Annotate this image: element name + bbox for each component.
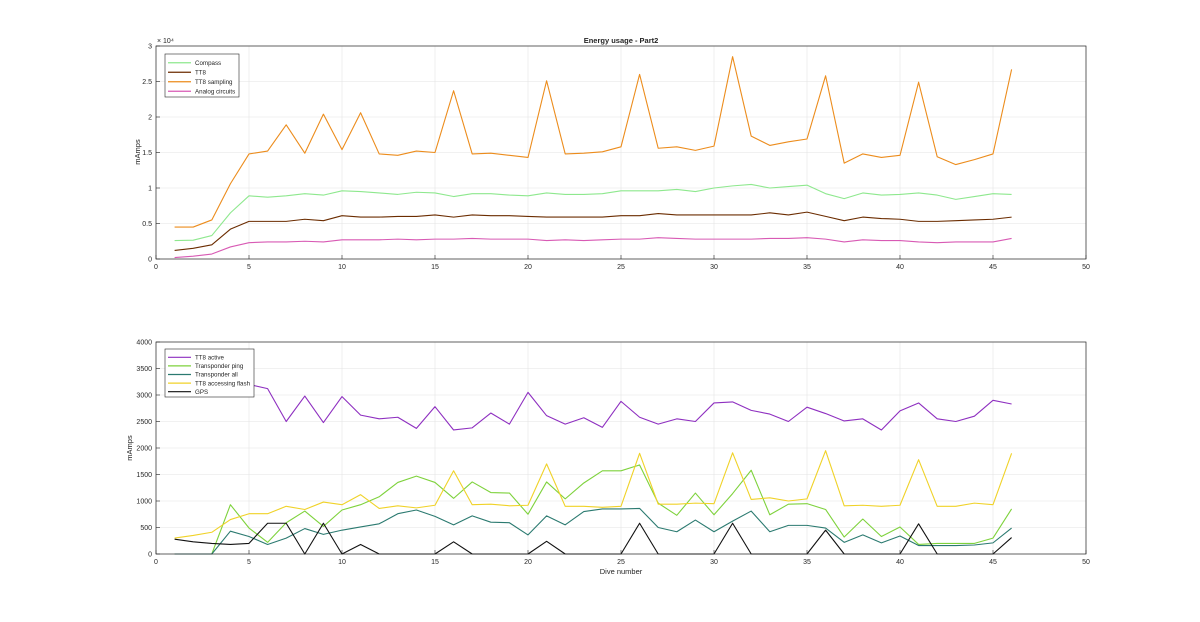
top-ticks: 0 5 10 15 20 25 30 35 40 45 50 0 0.5 1 1.5 2 2.5 3 xyxy=(142,44,1090,272)
x-tick-label: 35 xyxy=(803,264,811,271)
x-tick-label: 25 xyxy=(617,559,625,566)
legend-label: Transponder ping xyxy=(195,363,244,370)
x-tick-label: 15 xyxy=(431,264,439,271)
top-legend: Compass TT8 TT8 sampling Analog circuits xyxy=(164,53,240,98)
x-tick-label: 0 xyxy=(154,264,158,271)
legend-label: Analog circuits xyxy=(195,88,235,95)
series-line-transponder-all xyxy=(174,507,1012,555)
y-tick-label: 2 xyxy=(148,115,152,122)
top-chart-title: Energy usage - Part2 xyxy=(584,36,659,45)
y-tick-label: 3000 xyxy=(136,393,152,400)
x-tick-label: 25 xyxy=(617,264,625,271)
y-tick-label: 3500 xyxy=(136,366,152,373)
top-series-lines xyxy=(174,56,1013,259)
series-line-tt8-active xyxy=(174,370,1012,431)
x-tick-label: 10 xyxy=(338,264,346,271)
legend-label: TT8 sampling xyxy=(195,79,233,86)
y-tick-label: 2000 xyxy=(136,446,152,453)
series-line-tt8-sampling xyxy=(174,56,1013,228)
bottom-axes: 0 5 10 15 20 25 30 35 40 45 5005001000150020002500… xyxy=(125,340,1090,577)
bottom-ticks: 0 5 10 15 20 25 30 35 40 45 5005001000150020002500… xyxy=(136,340,1090,567)
legend-label: TT8 accessing flash xyxy=(195,380,251,387)
series-line-tt8 xyxy=(174,211,1012,252)
x-tick-label: 40 xyxy=(896,264,904,271)
legend-label: TT8 xyxy=(195,69,207,76)
legend-label: Compass xyxy=(195,60,221,67)
legend-label: TT8 active xyxy=(195,355,224,362)
x-tick-label: 20 xyxy=(524,264,532,271)
series-line-tt8-accessing-flash xyxy=(174,450,1013,539)
y-tick-label: 2500 xyxy=(136,419,152,426)
y-tick-label: 0 xyxy=(148,257,152,264)
y-tick-label: 1000 xyxy=(136,499,152,506)
y-tick-label: 0 xyxy=(148,552,152,559)
x-tick-label: 15 xyxy=(431,559,439,566)
x-tick-label: 0 xyxy=(154,559,158,566)
top-axes: 0 5 10 15 20 25 30 35 40 45 50 0 0.5 1 1.5 2 2.5 3 Energy… xyxy=(133,36,1090,271)
series-line-analog-circuits xyxy=(174,237,1012,259)
y-tick-label: 1500 xyxy=(136,472,152,479)
x-tick-label: 45 xyxy=(989,264,997,271)
top-y-exponent: × 10⁴ xyxy=(157,38,174,45)
legend-label: GPS xyxy=(195,389,208,396)
x-tick-label: 50 xyxy=(1082,264,1090,271)
x-tick-label: 5 xyxy=(247,559,251,566)
x-tick-label: 5 xyxy=(247,264,251,271)
y-tick-label: 1 xyxy=(148,186,152,193)
y-tick-label: 2.5 xyxy=(142,79,152,86)
bottom-x-axis-label: Dive number xyxy=(600,567,643,576)
legend-box xyxy=(164,53,240,98)
y-tick-label: 500 xyxy=(140,525,152,532)
x-tick-label: 40 xyxy=(896,559,904,566)
top-y-axis-label: mAmps xyxy=(133,139,142,165)
x-tick-label: 50 xyxy=(1082,559,1090,566)
y-tick-label: 1.5 xyxy=(142,150,152,157)
series-line-compass xyxy=(174,183,1012,242)
legend-label: Transponder all xyxy=(195,372,238,379)
y-tick-label: 4000 xyxy=(136,340,152,347)
x-tick-label: 30 xyxy=(710,559,718,566)
y-tick-label: 3 xyxy=(148,44,152,51)
x-tick-label: 10 xyxy=(338,559,346,566)
y-tick-label: 0.5 xyxy=(142,221,152,228)
x-tick-label: 35 xyxy=(803,559,811,566)
x-tick-label: 20 xyxy=(524,559,532,566)
x-tick-label: 30 xyxy=(710,264,718,271)
x-tick-label: 45 xyxy=(989,559,997,566)
bottom-y-axis-label: mAmps xyxy=(125,435,134,461)
series-line-transponder-ping xyxy=(174,464,1013,555)
